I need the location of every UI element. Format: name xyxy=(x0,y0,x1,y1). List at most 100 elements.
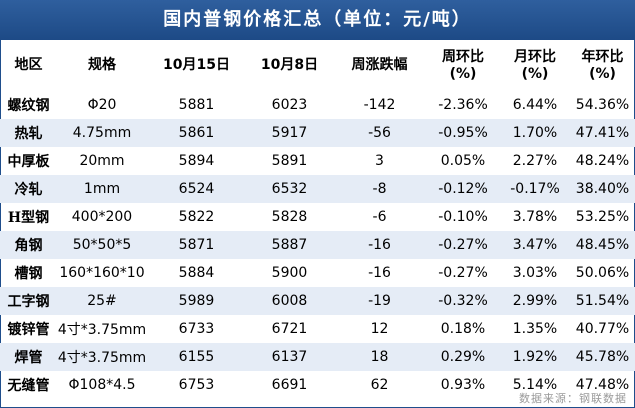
cell-yoy: 45.78% xyxy=(570,343,635,371)
cell-product: 工字钢 xyxy=(0,287,57,315)
cell-product: 镀锌管 xyxy=(7,322,50,338)
cell-wow: -0.95% xyxy=(426,119,500,147)
cell-yoy: 38.40% xyxy=(570,175,635,203)
cell-wow: -2.36% xyxy=(438,97,488,113)
cell-price-current: 5989 xyxy=(147,287,246,315)
cell-mom: 2.27% xyxy=(512,153,558,169)
cell-mom: 2.99% xyxy=(500,287,570,315)
cell-price-previous: 5891 xyxy=(271,153,308,169)
cell-weekly-change: -142 xyxy=(363,97,396,113)
header-wow-unit: (%) xyxy=(449,65,477,82)
cell-product: 焊管 xyxy=(0,343,57,371)
cell-weekly-change: 12 xyxy=(370,321,389,337)
cell-weekly-change: -56 xyxy=(333,119,426,147)
cell-yoy: 54.36% xyxy=(575,97,630,113)
cell-wow: 0.93% xyxy=(440,377,486,393)
table-row: 工字钢 25# 5989 6008 -19 -0.32% 2.99% 51.54% xyxy=(0,287,635,315)
cell-price-previous: 6721 xyxy=(271,321,308,337)
cell-price-current: 6524 xyxy=(147,175,246,203)
cell-wow: -0.10% xyxy=(438,209,488,225)
cell-product: 冷轧 xyxy=(0,175,57,203)
cell-price-previous: 6023 xyxy=(271,97,308,113)
cell-mom: -0.17% xyxy=(500,175,570,203)
cell-price-current: 6155 xyxy=(147,343,246,371)
cell-product: 角钢 xyxy=(0,231,57,259)
cell-yoy: 40.77% xyxy=(575,321,630,337)
cell-price-previous: 5887 xyxy=(246,231,333,259)
cell-weekly-change: 62 xyxy=(370,377,389,393)
table-row: 冷轧 1mm 6524 6532 -8 -0.12% -0.17% 38.40% xyxy=(0,175,635,203)
cell-spec: 400*200 xyxy=(71,209,133,225)
cell-product: 螺纹钢 xyxy=(7,98,50,114)
header-mom: 月环比 (%) xyxy=(500,40,570,91)
header-spec: 规格 xyxy=(88,57,116,73)
header-row: 地区 规格 10月15日 10月8日 周涨跌幅 周环比 (%) 月环比 (%) 年环… xyxy=(0,40,635,91)
cell-price-previous: 6137 xyxy=(246,343,333,371)
cell-spec: 4寸*3.75mm xyxy=(57,343,147,371)
header-region: 地区 xyxy=(14,57,43,73)
cell-weekly-change: -6 xyxy=(372,209,387,225)
cell-price-current: 5881 xyxy=(178,97,215,113)
cell-wow: -0.32% xyxy=(426,287,500,315)
cell-spec: Φ108*4.5 xyxy=(68,377,136,393)
cell-mom: 1.92% xyxy=(500,343,570,371)
cell-price-previous: 5917 xyxy=(246,119,333,147)
header-yoy-label: 年环比 xyxy=(581,48,624,65)
table-body: 螺纹钢 Φ20 5881 6023 -142 -2.36% 6.44% 54.36% 热轧 4.7… xyxy=(0,91,635,399)
cell-price-current: 5884 xyxy=(178,265,215,281)
cell-yoy: 48.45% xyxy=(570,231,635,259)
cell-product: H型钢 xyxy=(7,210,50,226)
header-date2: 10月8日 xyxy=(260,57,319,73)
table-row: 无缝管 Φ108*4.5 6753 6691 62 0.93% 5.14% 47.48% xyxy=(0,371,635,399)
cell-wow: -0.12% xyxy=(426,175,500,203)
cell-mom: 1.35% xyxy=(512,321,558,337)
cell-price-previous: 5900 xyxy=(271,265,308,281)
cell-yoy: 47.48% xyxy=(575,377,630,393)
cell-price-current: 6733 xyxy=(178,321,215,337)
header-mom-unit: (%) xyxy=(521,65,549,82)
cell-mom: 3.47% xyxy=(500,231,570,259)
table-row: H型钢 400*200 5822 5828 -6 -0.10% 3.78% 53.25% xyxy=(0,203,635,231)
table-row: 螺纹钢 Φ20 5881 6023 -142 -2.36% 6.44% 54.36% xyxy=(0,91,635,119)
cell-price-current: 5822 xyxy=(178,209,215,225)
cell-wow: 0.05% xyxy=(440,153,486,169)
cell-yoy: 51.54% xyxy=(570,287,635,315)
price-table: 地区 规格 10月15日 10月8日 周涨跌幅 周环比 (%) 月环比 (%) 年环… xyxy=(0,40,635,399)
cell-price-current: 5861 xyxy=(147,119,246,147)
table-row: 焊管 4寸*3.75mm 6155 6137 18 0.29% 1.92% 45.78% xyxy=(0,343,635,371)
cell-spec: 1mm xyxy=(57,175,147,203)
cell-yoy: 50.06% xyxy=(575,265,630,281)
cell-wow: 0.18% xyxy=(440,321,486,337)
cell-price-current: 5894 xyxy=(178,153,215,169)
cell-weekly-change: 18 xyxy=(333,343,426,371)
cell-spec: 25# xyxy=(57,287,147,315)
cell-yoy: 48.24% xyxy=(575,153,630,169)
cell-spec: Φ20 xyxy=(87,97,117,113)
cell-weekly-change: 3 xyxy=(375,153,384,169)
cell-wow: 0.29% xyxy=(426,343,500,371)
cell-yoy: 53.25% xyxy=(575,209,630,225)
cell-price-current: 5871 xyxy=(147,231,246,259)
table-title: 国内普钢价格汇总（单位：元/吨） xyxy=(0,0,635,40)
cell-wow: -0.27% xyxy=(438,265,488,281)
cell-price-previous: 6008 xyxy=(246,287,333,315)
header-weekly-change: 周涨跌幅 xyxy=(351,57,408,73)
cell-mom: 3.78% xyxy=(512,209,558,225)
header-date1: 10月15日 xyxy=(163,57,230,73)
cell-price-previous: 5828 xyxy=(271,209,308,225)
table-row: 中厚板 20mm 5894 5891 3 0.05% 2.27% 48.24% xyxy=(0,147,635,175)
cell-product: 热轧 xyxy=(0,119,57,147)
cell-product: 无缝管 xyxy=(7,378,50,394)
table-row: 热轧 4.75mm 5861 5917 -56 -0.95% 1.70% 47.41% xyxy=(0,119,635,147)
cell-wow: -0.27% xyxy=(426,231,500,259)
cell-price-previous: 6691 xyxy=(271,377,308,393)
cell-product: 槽钢 xyxy=(14,266,43,282)
table-row: 槽钢 160*160*10 5884 5900 -16 -0.27% 3.03% 50.06% xyxy=(0,259,635,287)
cell-price-current: 6753 xyxy=(178,377,215,393)
cell-mom: 6.44% xyxy=(512,97,558,113)
cell-weekly-change: -16 xyxy=(368,265,391,281)
cell-product: 中厚板 xyxy=(7,154,50,170)
cell-spec: 4寸*3.75mm xyxy=(57,322,147,338)
cell-spec: 160*160*10 xyxy=(59,265,145,281)
header-wow-label: 周环比 xyxy=(442,48,484,65)
